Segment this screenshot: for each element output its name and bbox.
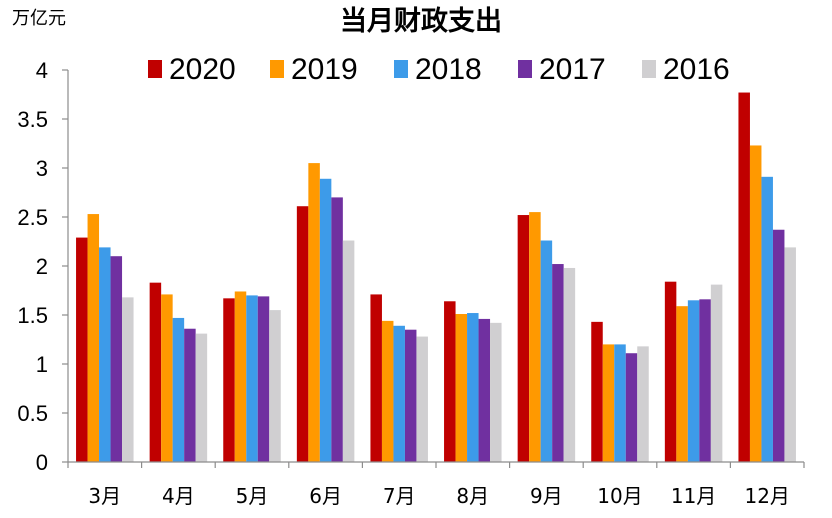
bar-2017-9 <box>772 229 785 462</box>
y-axis-ticks: 0 0.5 1 1.5 2 2.5 3 3.5 4 <box>17 58 68 475</box>
bar-2017-1 <box>184 328 196 462</box>
bar-2019-4 <box>381 320 394 462</box>
bar-2019-6 <box>529 212 541 462</box>
bar-2019-3 <box>308 163 320 462</box>
x-tick-label: 10月 <box>597 484 642 508</box>
bar-2017-8 <box>699 299 711 462</box>
bars <box>76 92 796 462</box>
y-tick-label: 2.5 <box>17 205 48 230</box>
y-tick-label: 2 <box>36 254 48 279</box>
bar-2017-3 <box>331 197 343 462</box>
x-tick-label: 6月 <box>309 484 342 508</box>
bar-2018-8 <box>687 300 700 462</box>
bar-2020-2 <box>223 298 235 462</box>
bar-2019-1 <box>161 294 173 462</box>
bar-2020-5 <box>444 301 456 462</box>
y-tick-label: 0.5 <box>17 401 48 426</box>
bar-2020-6 <box>517 215 530 462</box>
bar-2017-7 <box>625 353 638 462</box>
bar-2019-2 <box>234 291 247 462</box>
bar-2016-0 <box>122 297 134 462</box>
y-axis-unit-label: 万亿元 <box>12 8 66 29</box>
legend-label-2017: 2017 <box>539 53 606 86</box>
legend-label-2018: 2018 <box>415 53 482 86</box>
bar-2019-7 <box>602 344 615 462</box>
bar-2017-6 <box>552 264 564 462</box>
y-tick-label: 4 <box>36 58 48 83</box>
bar-2020-1 <box>149 282 162 462</box>
legend-swatch-2020 <box>148 60 162 78</box>
x-axis-labels: 3月 4月 5月 6月 7月 8月 9月 10月 11月 12月 <box>67 462 805 508</box>
bar-2016-3 <box>342 240 355 462</box>
bar-2017-0 <box>110 256 123 462</box>
bar-2019-5 <box>455 314 468 462</box>
bar-2019-8 <box>676 306 688 462</box>
bar-2020-4 <box>370 294 382 462</box>
bar-2018-2 <box>246 295 258 462</box>
x-tick-label: 12月 <box>744 484 789 508</box>
legend-swatch-2016 <box>642 60 656 78</box>
bar-2016-9 <box>784 247 796 462</box>
legend-label-2016: 2016 <box>663 53 730 86</box>
chart-title: 当月财政支出 <box>340 6 502 37</box>
y-tick-label: 1 <box>36 352 48 377</box>
bar-2016-4 <box>416 336 428 462</box>
legend: 2020 2019 2018 2017 2016 <box>148 53 730 86</box>
x-tick-label: 8月 <box>456 484 489 508</box>
legend-swatch-2019 <box>270 60 284 78</box>
bar-2016-8 <box>710 284 723 462</box>
legend-swatch-2017 <box>518 60 532 78</box>
bar-2020-3 <box>296 206 309 462</box>
x-tick-label: 7月 <box>383 484 416 508</box>
y-tick-label: 3.5 <box>17 107 48 132</box>
x-tick-label: 4月 <box>162 484 195 508</box>
bar-2018-6 <box>540 240 553 462</box>
x-tick-label: 5月 <box>236 484 269 508</box>
bar-2017-2 <box>257 296 270 462</box>
y-tick-label: 1.5 <box>17 303 48 328</box>
bar-2016-7 <box>637 346 649 462</box>
x-tick-label: 3月 <box>88 484 121 508</box>
bar-2018-9 <box>761 176 773 462</box>
bar-2018-7 <box>614 344 626 462</box>
x-tick-label: 11月 <box>671 484 716 508</box>
bar-2018-0 <box>99 247 111 462</box>
y-tick-label: 0 <box>36 450 48 475</box>
bar-2016-2 <box>269 310 281 462</box>
legend-label-2019: 2019 <box>291 53 358 86</box>
bar-2016-5 <box>490 322 502 462</box>
bar-2018-1 <box>172 317 185 462</box>
bar-2017-4 <box>404 329 417 462</box>
x-tick-label: 9月 <box>530 484 563 508</box>
bar-2018-3 <box>319 178 332 462</box>
bar-2020-9 <box>738 92 750 462</box>
bar-2016-6 <box>563 267 576 462</box>
bar-2020-8 <box>664 281 677 462</box>
bar-2016-1 <box>195 333 208 462</box>
bar-2020-0 <box>76 237 88 462</box>
bar-2018-4 <box>393 325 405 462</box>
y-tick-label: 3 <box>36 156 48 181</box>
bar-2017-5 <box>478 318 491 462</box>
legend-label-2020: 2020 <box>169 53 236 86</box>
bar-2019-0 <box>87 214 100 462</box>
bar-2018-5 <box>467 313 479 462</box>
bar-2019-9 <box>749 145 762 462</box>
bar-2020-7 <box>591 321 603 462</box>
legend-swatch-2018 <box>394 60 408 78</box>
